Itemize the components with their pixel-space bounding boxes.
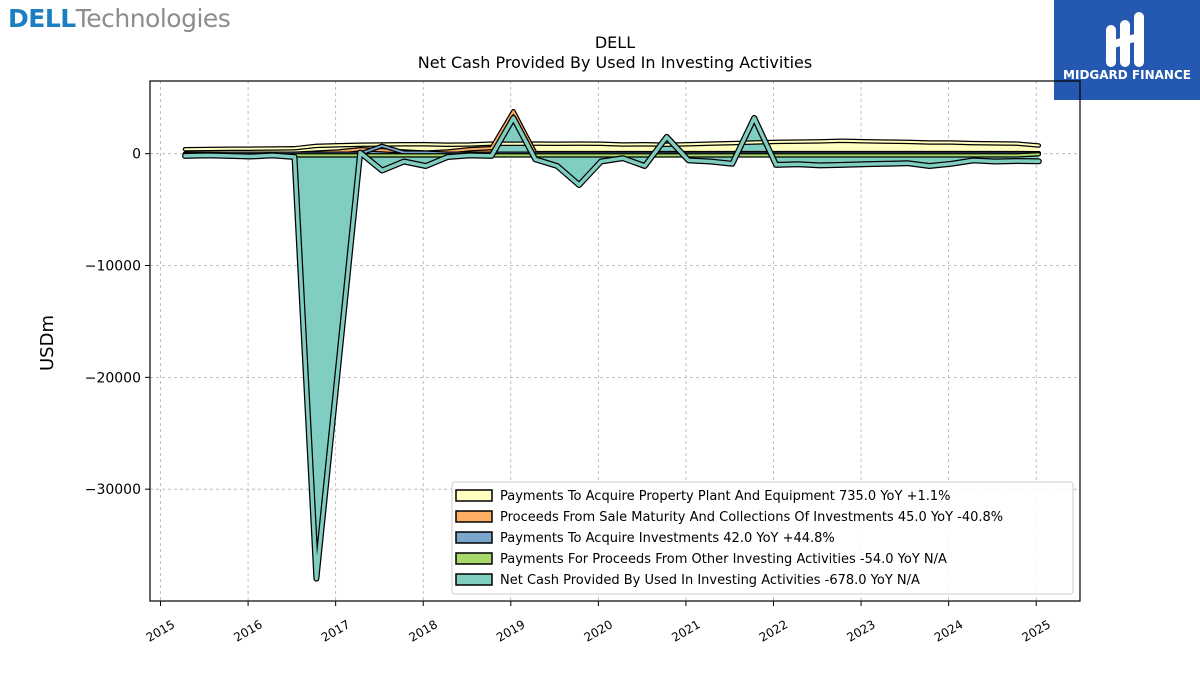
x-tick-label: 2021 <box>669 617 702 644</box>
x-tick-label: 2023 <box>844 617 877 644</box>
plot-frame <box>149 80 1081 602</box>
legend-label: Net Cash Provided By Used In Investing A… <box>500 573 920 588</box>
legend-swatch <box>455 510 493 523</box>
series-line-1 <box>184 139 1040 151</box>
legend-swatch <box>455 531 493 544</box>
y-tick-label: −30000 <box>85 482 141 498</box>
chart-legend: Payments To Acquire Property Plant And E… <box>451 481 1074 595</box>
x-tick-label: 2024 <box>932 617 965 644</box>
x-tick-label: 2020 <box>582 617 615 644</box>
legend-label: Proceeds From Sale Maturity And Collecti… <box>500 510 1003 525</box>
midgard-finance-label: MIDGARD FINANCE <box>1063 68 1191 82</box>
x-tick-label: 2016 <box>231 617 264 644</box>
technologies-logo-text: Technologies <box>75 4 231 33</box>
x-tick-label: 2025 <box>1019 617 1052 644</box>
chart-title: DELL <box>595 33 635 52</box>
dell-technologies-logo: DELL Technologies <box>8 4 231 34</box>
legend-label: Payments To Acquire Property Plant And E… <box>500 489 951 504</box>
y-tick-label: −20000 <box>85 370 141 386</box>
x-tick-label: 2019 <box>494 617 527 644</box>
series-line-5 <box>183 116 1041 581</box>
y-axis-label: USDm <box>37 315 58 371</box>
dell-logo-text: DELL <box>8 4 76 33</box>
x-tick-label: 2022 <box>757 617 790 644</box>
x-tick-label: 2018 <box>406 617 439 644</box>
y-tick-label: 0 <box>132 147 141 163</box>
legend-swatch <box>455 573 493 586</box>
series-lines <box>182 108 1042 582</box>
legend-label: Payments For Proceeds From Other Investi… <box>500 552 947 567</box>
legend-swatch <box>455 489 493 502</box>
legend-label: Payments To Acquire Investments 42.0 YoY… <box>500 531 835 546</box>
chart-subtitle: Net Cash Provided By Used In Investing A… <box>418 53 812 72</box>
midgard-logo-icon <box>1106 12 1144 67</box>
legend-swatch <box>455 552 493 565</box>
series-line-4 <box>184 153 1040 157</box>
y-tick-label: −10000 <box>85 259 141 275</box>
x-tick-label: 2017 <box>319 617 352 644</box>
midgard-finance-badge: MIDGARD FINANCE <box>1054 0 1200 100</box>
legend-box <box>451 481 1074 595</box>
x-tick-label: 2015 <box>144 617 177 644</box>
